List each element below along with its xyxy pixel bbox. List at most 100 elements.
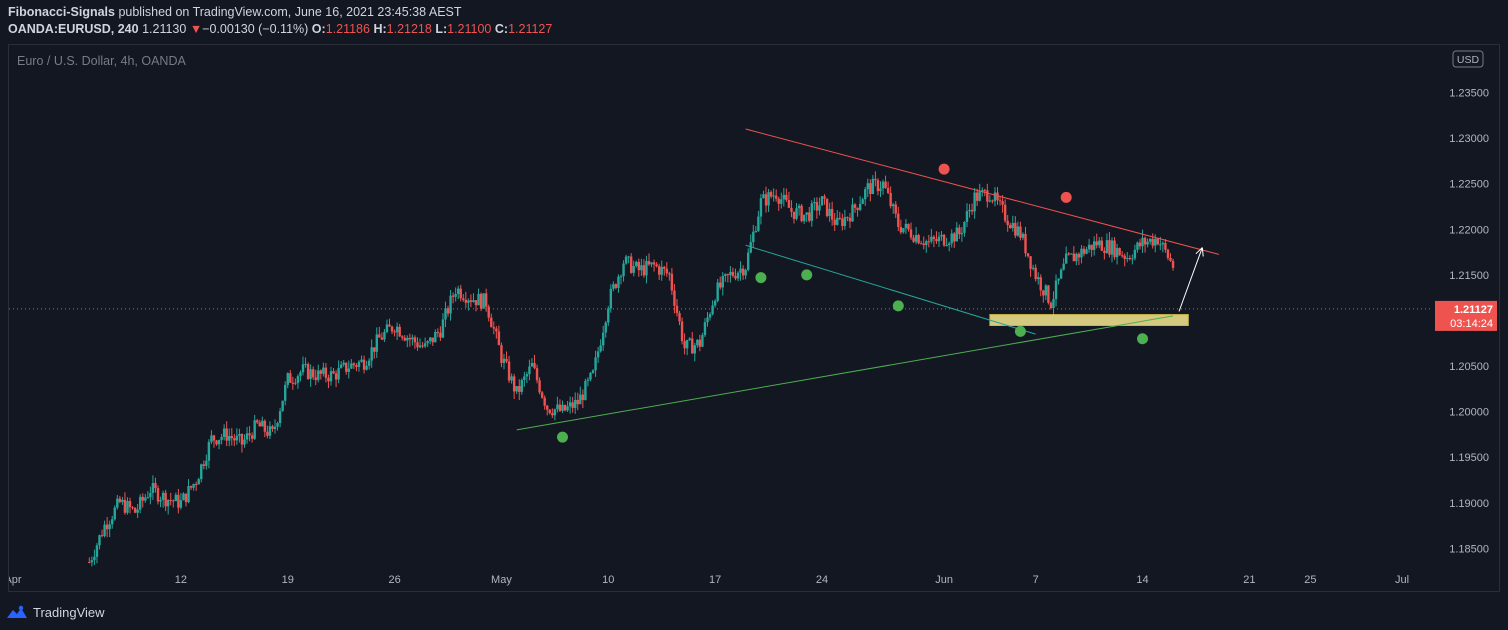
low-label: L: bbox=[435, 22, 448, 36]
candle-body bbox=[665, 268, 668, 274]
candle-body bbox=[1128, 258, 1131, 260]
candle-body bbox=[981, 190, 984, 192]
candle-body bbox=[301, 364, 305, 373]
candle-body bbox=[222, 428, 226, 437]
candle-body bbox=[1087, 244, 1091, 250]
chart-area[interactable]: Euro / U.S. Dollar, 4h, OANDA USD 1.23500 1… bbox=[8, 44, 1500, 592]
candle-body bbox=[233, 438, 236, 441]
open-value: 1.21186 bbox=[325, 22, 370, 36]
candle-body bbox=[482, 293, 485, 309]
candle-body bbox=[177, 494, 180, 508]
candle-body bbox=[986, 190, 989, 202]
candle-body bbox=[548, 409, 551, 414]
candle-body bbox=[286, 373, 289, 385]
footer: TradingView bbox=[6, 602, 105, 622]
x-tick-label: 26 bbox=[388, 574, 400, 586]
candle-body bbox=[111, 519, 114, 525]
open-label: O: bbox=[311, 22, 326, 36]
candle-body bbox=[375, 334, 378, 352]
candle-body bbox=[113, 507, 116, 520]
candle-body bbox=[393, 331, 396, 333]
candle-body bbox=[902, 228, 905, 233]
candle-body bbox=[505, 358, 508, 362]
candle-body bbox=[431, 337, 434, 343]
candle-body bbox=[749, 242, 752, 253]
candle-body bbox=[154, 482, 157, 489]
candle-body bbox=[98, 535, 101, 546]
candle-body bbox=[189, 485, 193, 488]
candle-body bbox=[848, 217, 852, 222]
candle-body bbox=[350, 363, 353, 369]
symbol-label: OANDA:EURUSD, 240 bbox=[8, 22, 139, 36]
candle-body bbox=[1077, 253, 1081, 258]
candle-body bbox=[1146, 241, 1149, 245]
footer-brand[interactable]: TradingView bbox=[33, 604, 105, 620]
close-value: 1.21127 bbox=[508, 22, 553, 36]
candle-body bbox=[945, 245, 948, 247]
candle-body bbox=[528, 366, 531, 375]
x-tick-label: 25 bbox=[1304, 574, 1316, 586]
candle-body bbox=[1024, 233, 1027, 254]
candle-body bbox=[345, 362, 348, 372]
candle-body bbox=[780, 199, 783, 204]
y-tick-label: 1.23500 bbox=[1449, 88, 1489, 100]
candle-body bbox=[668, 273, 671, 275]
candle-body bbox=[151, 482, 155, 493]
candle-body bbox=[785, 194, 788, 200]
low-value: 1.21100 bbox=[447, 22, 492, 36]
candle-body bbox=[1159, 244, 1162, 246]
candle-body bbox=[1042, 290, 1045, 296]
candle-body bbox=[680, 321, 684, 342]
candle-body bbox=[1011, 222, 1014, 229]
candle-body bbox=[324, 367, 328, 378]
candle-body bbox=[774, 195, 778, 199]
x-tick-label: 12 bbox=[175, 574, 187, 586]
candle-body bbox=[790, 207, 793, 212]
candle-body bbox=[90, 560, 94, 563]
candle-body bbox=[991, 200, 994, 202]
candle-body bbox=[1039, 277, 1042, 291]
candle-body bbox=[1092, 241, 1096, 250]
candle-body bbox=[518, 386, 521, 392]
candle-body bbox=[268, 426, 272, 436]
candle-body bbox=[927, 241, 931, 243]
candle-body bbox=[767, 192, 770, 206]
candle-body bbox=[1029, 256, 1032, 269]
candle-body bbox=[1100, 240, 1104, 251]
tradingview-logo-icon[interactable] bbox=[6, 605, 28, 619]
price-chart[interactable]: Euro / U.S. Dollar, 4h, OANDA USD 1.23500 1… bbox=[9, 45, 1499, 591]
candle-body bbox=[421, 345, 424, 347]
candle-body bbox=[464, 299, 468, 303]
candle-body bbox=[586, 379, 590, 381]
candle-body bbox=[309, 369, 312, 379]
candle-body bbox=[579, 394, 582, 405]
candle-body bbox=[841, 218, 844, 227]
candle-body bbox=[869, 183, 872, 195]
candle-body bbox=[836, 217, 839, 225]
candle-body bbox=[187, 485, 190, 503]
y-tick-label: 1.22500 bbox=[1449, 179, 1489, 191]
candle-body bbox=[645, 261, 648, 276]
y-tick-label: 1.19500 bbox=[1449, 452, 1489, 464]
candle-body bbox=[601, 332, 605, 346]
candle-body bbox=[299, 372, 302, 377]
candle-body bbox=[734, 275, 737, 279]
candle-body bbox=[373, 347, 376, 352]
candle-body bbox=[492, 327, 496, 329]
candle-body bbox=[759, 198, 763, 217]
candle-body bbox=[828, 208, 831, 217]
candle-body bbox=[551, 413, 554, 416]
candle-body bbox=[212, 435, 216, 441]
candle-body bbox=[327, 377, 330, 382]
candle-body bbox=[917, 235, 920, 244]
candle-body bbox=[360, 359, 363, 362]
candle-body bbox=[983, 190, 986, 192]
candle-body bbox=[652, 262, 656, 265]
candle-body bbox=[202, 464, 205, 466]
candle-body bbox=[782, 194, 786, 200]
candle-body bbox=[276, 423, 279, 427]
author-name[interactable]: Fibonacci-Signals bbox=[8, 5, 115, 19]
candle-body bbox=[1108, 240, 1111, 255]
candle-body bbox=[617, 276, 620, 288]
candle-body bbox=[1105, 240, 1109, 253]
